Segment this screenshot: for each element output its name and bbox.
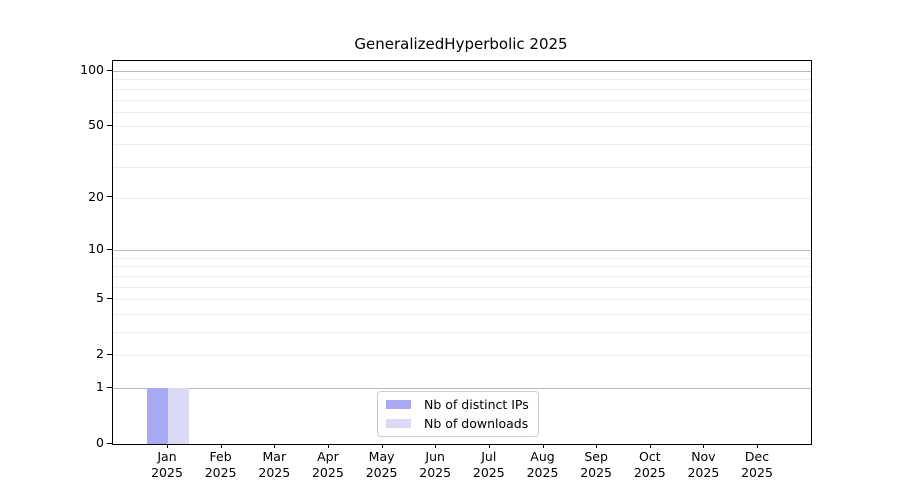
x-tick-month: Feb xyxy=(209,449,232,464)
y-gridline-minor xyxy=(113,355,811,357)
x-tick xyxy=(435,444,437,448)
x-tick xyxy=(327,444,329,448)
x-tick-label: Feb 2025 xyxy=(191,449,251,480)
x-tick-label: Jan 2025 xyxy=(137,449,197,480)
x-tick-label: Mar 2025 xyxy=(244,449,304,480)
x-tick-month: Jan xyxy=(157,449,177,464)
x-tick-month: Dec xyxy=(744,449,770,464)
x-tick-label: Aug 2025 xyxy=(513,449,573,480)
x-tick xyxy=(542,444,544,448)
y-gridline-minor xyxy=(113,79,811,81)
y-tick-label: 10 xyxy=(88,241,104,257)
legend-label: Nb of downloads xyxy=(424,416,529,431)
y-gridline-minor xyxy=(113,166,811,168)
y-tick xyxy=(107,69,112,71)
y-tick xyxy=(107,353,112,355)
legend-label: Nb of distinct IPs xyxy=(424,397,529,412)
x-tick xyxy=(488,444,490,448)
y-tick xyxy=(107,124,112,126)
x-tick-month: Mar xyxy=(262,449,287,464)
legend-swatch-distinct-ips-icon xyxy=(386,400,411,409)
y-tick-label: 50 xyxy=(88,117,104,133)
y-tick-label: 100 xyxy=(80,62,104,77)
x-tick xyxy=(167,444,168,448)
x-tick-label: Nov 2025 xyxy=(673,449,733,480)
x-tick xyxy=(649,444,651,448)
y-gridline-minor xyxy=(113,111,811,113)
chart-title: GeneralizedHyperbolic 2025 xyxy=(354,35,568,53)
y-tick-label: 1 xyxy=(96,379,104,394)
legend-item: Nb of distinct IPs xyxy=(386,395,529,414)
x-tick xyxy=(220,444,222,448)
y-tick xyxy=(107,248,112,250)
x-tick xyxy=(596,444,598,448)
y-gridline-minor xyxy=(113,299,811,301)
y-gridline-minor xyxy=(113,286,811,288)
x-tick-year: 2025 xyxy=(311,464,344,480)
x-tick-year: 2025 xyxy=(472,464,505,480)
y-gridline-minor xyxy=(113,143,811,145)
y-gridline-minor xyxy=(113,257,811,259)
x-tick-year: 2025 xyxy=(419,464,452,480)
y-gridline-major xyxy=(113,71,811,72)
x-tick-year: 2025 xyxy=(204,464,237,480)
x-tick xyxy=(757,444,758,448)
x-tick-label: May 2025 xyxy=(352,449,412,480)
x-tick-year: 2025 xyxy=(365,464,398,480)
y-tick xyxy=(107,196,112,198)
x-tick-month: Aug xyxy=(530,449,555,464)
x-tick-month: Sep xyxy=(584,449,608,464)
x-tick-year: 2025 xyxy=(526,464,559,480)
x-tick-label: Oct 2025 xyxy=(620,449,680,480)
x-tick-month: Nov xyxy=(691,449,716,464)
y-tick xyxy=(107,442,112,444)
x-tick-label: Jun 2025 xyxy=(405,449,465,480)
x-tick-year: 2025 xyxy=(687,464,720,480)
y-tick-label: 0 xyxy=(96,435,104,450)
x-tick-month: Apr xyxy=(317,449,339,464)
x-tick xyxy=(274,444,276,448)
x-tick-label: Sep 2025 xyxy=(566,449,626,480)
y-tick xyxy=(107,386,112,388)
x-tick-label: Dec 2025 xyxy=(727,449,787,480)
y-tick xyxy=(107,297,112,299)
y-gridline-minor xyxy=(113,126,811,128)
y-gridline-major xyxy=(113,388,811,389)
y-gridline-minor xyxy=(113,332,811,333)
y-tick-label: 20 xyxy=(88,188,104,204)
x-tick-label: Jul 2025 xyxy=(459,449,519,480)
y-gridline-minor xyxy=(113,88,811,90)
x-tick-month: Jun xyxy=(425,449,445,464)
y-gridline-major xyxy=(113,250,811,252)
bar-distinct-ips xyxy=(147,388,168,444)
x-tick-month: May xyxy=(368,449,395,464)
x-tick-year: 2025 xyxy=(151,464,183,480)
x-tick-year: 2025 xyxy=(741,464,773,480)
x-tick-label: Apr 2025 xyxy=(298,449,358,480)
bar-downloads xyxy=(168,388,189,444)
legend-item: Nb of downloads xyxy=(386,414,529,433)
legend: Nb of distinct IPs Nb of downloads xyxy=(377,391,539,437)
y-gridline-minor xyxy=(113,197,811,199)
x-tick xyxy=(381,444,383,448)
x-tick-year: 2025 xyxy=(633,464,666,480)
x-tick-month: Jul xyxy=(481,449,497,464)
y-gridline-minor xyxy=(113,313,811,315)
y-tick-label: 5 xyxy=(96,290,104,306)
x-tick-month: Oct xyxy=(638,449,661,464)
y-gridline-minor xyxy=(113,266,811,268)
y-gridline-minor xyxy=(113,99,811,101)
plot-area: Nb of distinct IPs Nb of downloads xyxy=(112,60,812,445)
y-tick-label: 2 xyxy=(96,346,104,362)
legend-swatch-downloads-icon xyxy=(386,419,411,428)
x-tick-year: 2025 xyxy=(258,464,291,480)
x-tick-year: 2025 xyxy=(580,464,612,480)
y-gridline-minor xyxy=(113,275,811,277)
x-tick xyxy=(703,444,705,448)
